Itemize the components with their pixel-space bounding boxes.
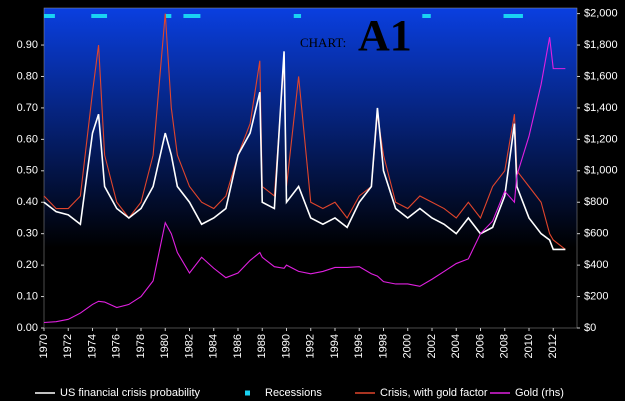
x-tick-label: 2008 xyxy=(499,334,511,358)
y2-tick-label: $1,400 xyxy=(584,102,618,114)
x-tick-label: 1984 xyxy=(208,334,220,358)
x-tick-label: 1986 xyxy=(232,334,244,358)
y-tick-label: 0.50 xyxy=(17,165,38,177)
chart-title: A1 xyxy=(358,11,412,60)
y-tick-label: 0.00 xyxy=(17,322,38,334)
legend-label: Gold (rhs) xyxy=(515,387,564,399)
x-tick-label: 2004 xyxy=(450,334,462,358)
y2-tick-label: $1,800 xyxy=(584,39,618,51)
y2-tick-label: $400 xyxy=(584,259,608,271)
y-tick-label: 0.60 xyxy=(17,133,38,145)
x-tick-label: 1998 xyxy=(377,334,389,358)
legend-label: Crisis, with gold factor xyxy=(380,387,488,399)
x-tick-label: 1990 xyxy=(280,334,292,358)
y2-tick-label: $600 xyxy=(584,228,608,240)
y-tick-label: 0.20 xyxy=(17,259,38,271)
x-tick-label: 1972 xyxy=(62,334,74,358)
y-tick-label: 0.90 xyxy=(17,39,38,51)
y-tick-label: 0.80 xyxy=(17,70,38,82)
x-tick-label: 1992 xyxy=(305,334,317,358)
x-tick-label: 1996 xyxy=(353,334,365,358)
series-line xyxy=(43,13,566,250)
y2-tick-label: $1,000 xyxy=(584,165,618,177)
y2-tick-label: $1,600 xyxy=(584,70,618,82)
y2-tick-label: $800 xyxy=(584,196,608,208)
x-tick-label: 2006 xyxy=(474,334,486,358)
x-tick-label: 1982 xyxy=(183,334,195,358)
chart-title-prefix: CHART: xyxy=(300,35,346,50)
x-tick-label: 1980 xyxy=(159,334,171,358)
legend-swatch xyxy=(245,390,250,396)
x-tick-label: 1978 xyxy=(135,334,147,358)
x-tick-label: 1976 xyxy=(111,334,123,358)
y2-tick-label: $200 xyxy=(584,290,608,302)
legend-label: US financial crisis probability xyxy=(60,387,200,399)
y-tick-label: 0.30 xyxy=(17,228,38,240)
plot-area xyxy=(43,7,578,329)
x-tick-label: 1994 xyxy=(329,334,341,358)
y2-tick-label: $1,200 xyxy=(584,133,618,145)
x-tick-label: 2002 xyxy=(426,334,438,358)
y2-tick-label: $2,000 xyxy=(584,8,618,20)
y-tick-label: 0.10 xyxy=(17,290,38,302)
series-line xyxy=(43,51,566,251)
x-tick-label: 1974 xyxy=(86,334,98,358)
x-tick-label: 1970 xyxy=(38,334,50,358)
x-tick-label: 1988 xyxy=(256,334,268,358)
series-line xyxy=(43,37,566,324)
x-tick-label: 2000 xyxy=(402,334,414,358)
legend-label: Recessions xyxy=(265,387,322,399)
y-tick-label: 0.40 xyxy=(17,196,38,208)
x-tick-label: 2010 xyxy=(523,334,535,358)
y-tick-label: 0.70 xyxy=(17,102,38,114)
y2-tick-label: $0 xyxy=(584,322,596,334)
x-tick-label: 2012 xyxy=(547,334,559,358)
